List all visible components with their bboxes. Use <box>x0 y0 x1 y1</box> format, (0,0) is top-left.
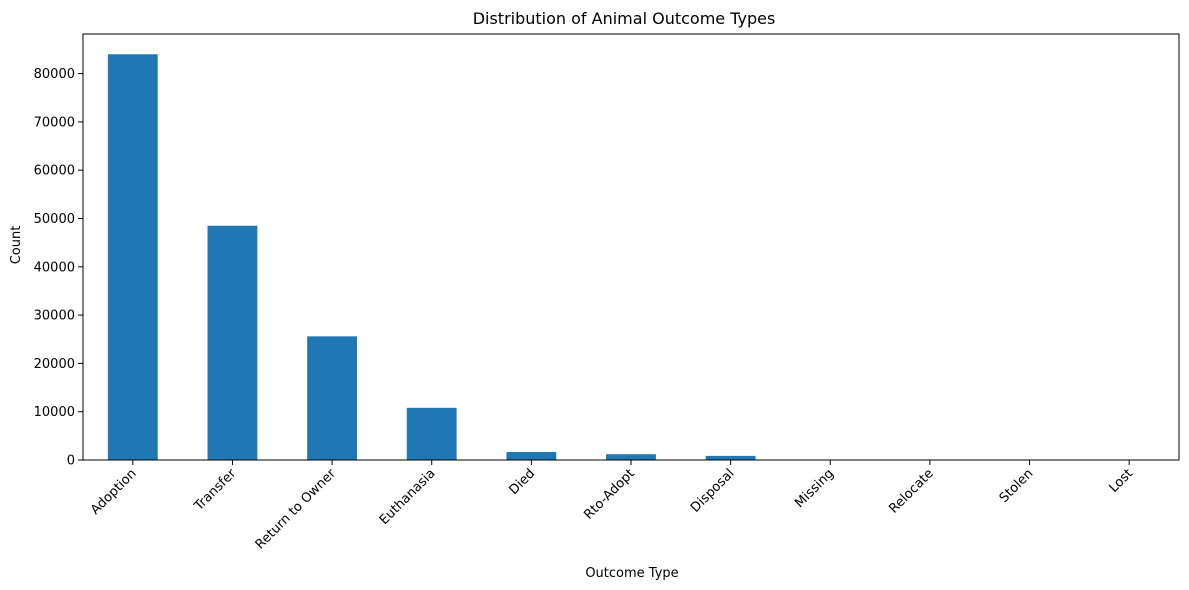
bar <box>207 225 258 460</box>
bar <box>606 454 656 460</box>
x-tick-label: Adoption <box>88 466 140 518</box>
x-tick-label: Disposal <box>688 466 737 515</box>
y-tick-label: 40000 <box>34 260 75 275</box>
bar <box>705 455 756 460</box>
bar <box>307 336 357 460</box>
y-tick-label: 80000 <box>34 67 75 82</box>
y-tick-label: 60000 <box>34 164 75 179</box>
x-tick-label: Missing <box>792 466 837 511</box>
x-tick-label: Return to Owner <box>253 466 340 553</box>
chart-title: Distribution of Animal Outcome Types <box>473 9 776 28</box>
x-tick-label: Stolen <box>997 466 1037 506</box>
x-tick-label: Relocate <box>886 466 936 516</box>
bar <box>506 452 557 460</box>
y-axis-title: Count <box>9 226 24 265</box>
x-axis-title: Outcome Type <box>585 566 678 581</box>
x-tick-label: Died <box>506 466 538 498</box>
x-tick-label: Euthanasia <box>377 466 439 528</box>
x-tick-label: Lost <box>1106 466 1136 496</box>
y-tick-label: 70000 <box>34 115 75 130</box>
bar <box>406 407 457 460</box>
bar <box>107 54 158 461</box>
y-tick-label: 10000 <box>34 405 75 420</box>
y-tick-label: 30000 <box>34 309 75 324</box>
y-tick-label: 20000 <box>34 357 75 372</box>
y-tick-label: 50000 <box>34 212 75 227</box>
x-tick-label: Rto-Adopt <box>581 466 638 523</box>
x-tick-label: Transfer <box>191 466 240 515</box>
plot-area: 0 10000 20000 30000 40000 50000 60000 70000 8000… <box>34 33 1180 553</box>
y-tick-label: 0 <box>67 454 75 469</box>
